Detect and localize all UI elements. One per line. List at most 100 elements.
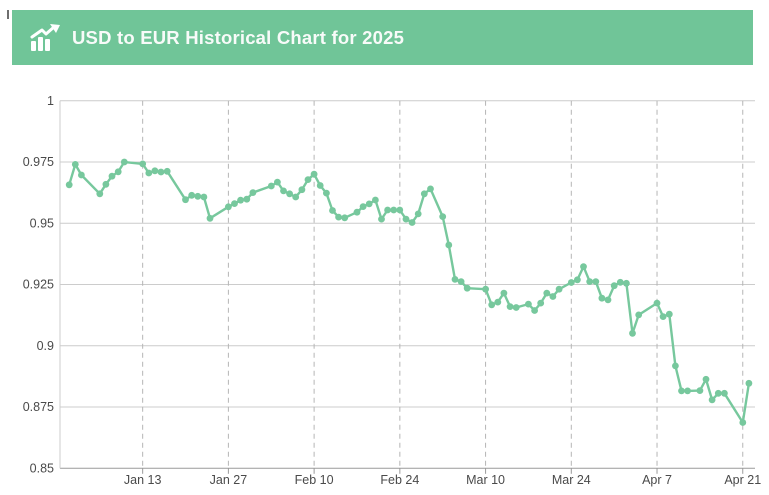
data-point (402, 215, 410, 223)
data-point (267, 182, 275, 190)
data-point (304, 176, 312, 184)
x-axis-tick-label: Feb 24 (380, 473, 419, 487)
data-point (335, 213, 342, 221)
data-point (678, 387, 685, 395)
data-point (555, 285, 563, 293)
data-point (708, 396, 716, 404)
trend-up-chart-icon (30, 23, 60, 51)
data-point (71, 161, 79, 168)
data-point (139, 160, 147, 168)
data-point (316, 182, 324, 189)
data-point (604, 296, 612, 304)
data-point (249, 189, 257, 197)
data-point (323, 189, 330, 197)
data-point (329, 207, 336, 214)
rate-line (67, 160, 751, 424)
data-point (188, 191, 196, 199)
data-point (390, 206, 398, 214)
data-point (543, 289, 551, 297)
data-point (359, 203, 367, 211)
data-point (567, 279, 575, 286)
data-point (274, 178, 281, 186)
data-point (721, 389, 728, 397)
x-axis-tick-label: Mar 24 (552, 473, 591, 487)
data-point (65, 181, 73, 189)
data-point (696, 387, 704, 394)
data-point (384, 206, 391, 214)
data-point (231, 200, 238, 208)
data-point (182, 196, 189, 204)
data-point (506, 303, 514, 310)
data-point (623, 279, 630, 287)
data-point (114, 168, 122, 176)
data-point (672, 362, 679, 370)
y-axis-tick-label: 0.975 (23, 155, 54, 169)
data-point (78, 171, 85, 179)
x-axis-tick-label: Jan 13 (124, 473, 162, 487)
data-point (286, 190, 293, 198)
data-point (194, 192, 202, 200)
data-point (157, 168, 165, 176)
page-title: USD to EUR Historical Chart for 2025 (72, 26, 405, 48)
data-point (445, 241, 453, 249)
y-axis-tick-label: 0.85 (30, 462, 54, 476)
x-axis-tick-label: Feb 10 (295, 473, 334, 487)
data-point (427, 185, 434, 193)
data-point (629, 329, 636, 337)
data-point (549, 293, 557, 300)
data-point (200, 193, 208, 201)
data-point (298, 186, 306, 194)
data-point (635, 311, 643, 319)
data-point (151, 167, 159, 175)
data-point (145, 169, 153, 177)
data-point (714, 389, 722, 397)
window-edge-artifact (7, 10, 9, 19)
data-point (488, 301, 496, 309)
x-axis-tick-label: Jan 27 (210, 473, 248, 487)
data-point (372, 196, 379, 204)
data-point (598, 294, 606, 302)
data-point (745, 379, 753, 387)
data-point (512, 304, 520, 311)
data-point (610, 282, 618, 290)
data-point (739, 419, 747, 426)
y-axis-tick-label: 1 (47, 94, 54, 108)
data-point (353, 208, 361, 216)
data-point (494, 298, 502, 306)
data-point (280, 187, 287, 195)
x-axis-tick-label: Mar 10 (466, 473, 505, 487)
data-point (378, 215, 385, 223)
data-point (653, 299, 661, 307)
data-point (396, 206, 404, 214)
data-point (537, 299, 545, 307)
data-point (463, 284, 471, 292)
data-point (225, 203, 232, 211)
data-point (684, 387, 691, 395)
data-point (592, 278, 600, 285)
x-axis-tick-label: Apr 21 (724, 473, 761, 487)
data-point (237, 196, 245, 204)
y-axis-tick-label: 0.875 (23, 400, 54, 414)
data-point (616, 278, 624, 286)
y-axis-tick-label: 0.925 (23, 278, 54, 292)
data-point (408, 219, 416, 226)
data-point (586, 278, 594, 285)
data-point (292, 193, 300, 201)
data-point (243, 195, 251, 203)
data-point (665, 310, 673, 318)
data-point (500, 289, 508, 297)
data-point (163, 167, 171, 175)
data-point (414, 210, 422, 218)
data-point (574, 276, 581, 284)
data-point (120, 158, 128, 166)
data-point (420, 190, 428, 198)
data-point (102, 180, 110, 188)
data-point (108, 172, 116, 180)
y-axis-tick-label: 0.9 (37, 339, 54, 353)
data-point (96, 190, 104, 198)
data-point (580, 263, 587, 270)
data-point (341, 214, 349, 222)
data-point (531, 307, 538, 314)
data-point (310, 170, 318, 178)
